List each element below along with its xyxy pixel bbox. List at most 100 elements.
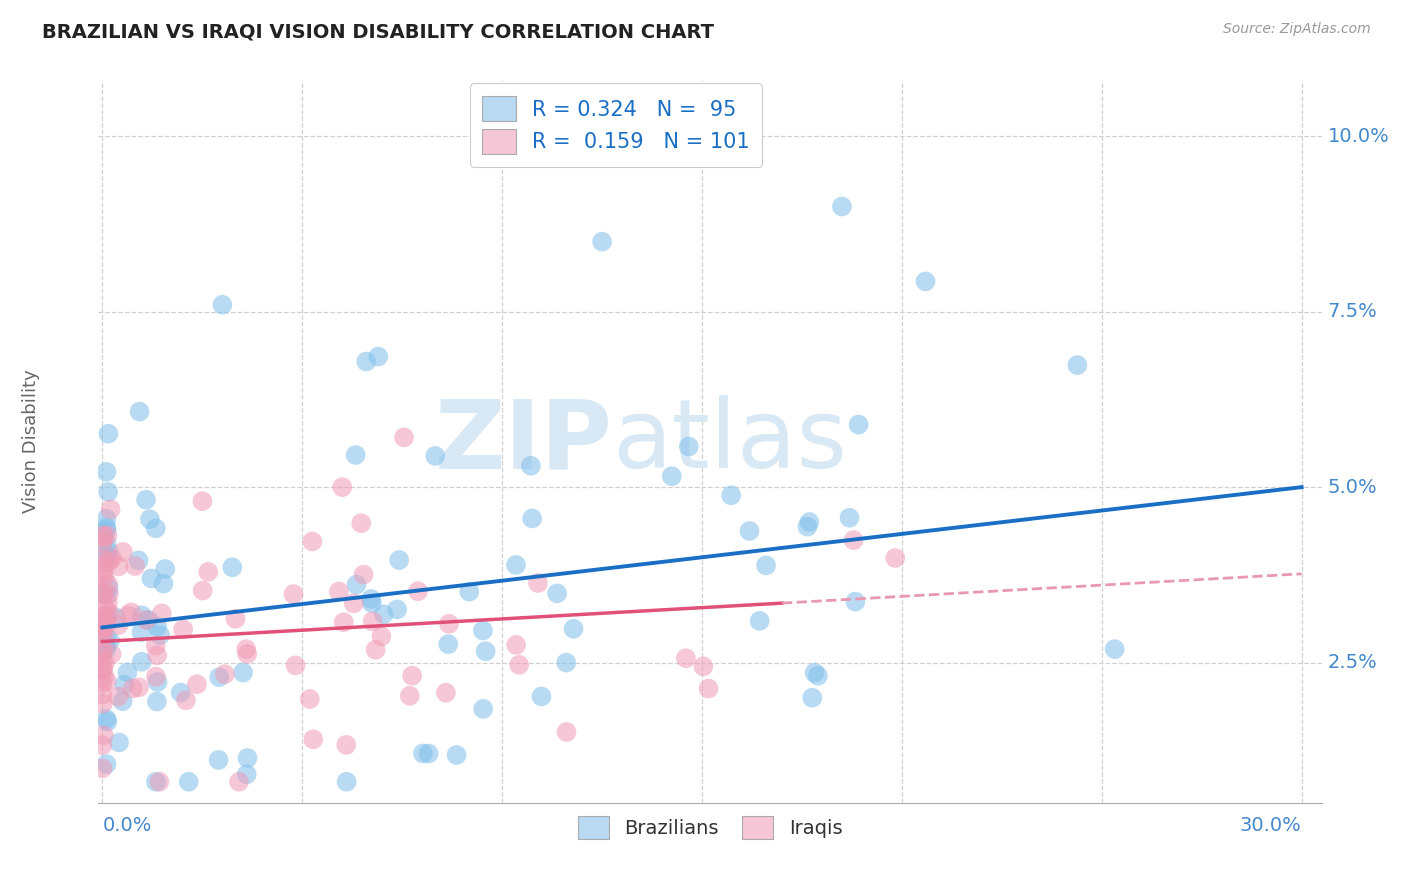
Point	[344, 448, 367, 462]
Point	[145, 670, 167, 684]
Point	[96, 556, 118, 570]
Point	[96, 520, 118, 534]
Point	[211, 298, 233, 312]
Point	[755, 558, 778, 573]
Point	[131, 655, 153, 669]
Point	[101, 551, 124, 566]
Point	[145, 521, 167, 535]
Point	[91, 528, 114, 542]
Point	[94, 615, 117, 630]
Point	[91, 688, 114, 702]
Point	[343, 596, 366, 610]
Point	[831, 200, 853, 214]
Point	[135, 492, 157, 507]
Point	[91, 677, 114, 691]
Point	[388, 553, 411, 567]
Point	[361, 596, 384, 610]
Legend: Brazilians, Iraqis: Brazilians, Iraqis	[569, 808, 851, 847]
Point	[328, 584, 350, 599]
Point	[107, 618, 129, 632]
Point	[591, 235, 613, 249]
Point	[96, 528, 118, 542]
Point	[174, 693, 197, 707]
Point	[353, 567, 375, 582]
Text: BRAZILIAN VS IRAQI VISION DISABILITY CORRELATION CHART: BRAZILIAN VS IRAQI VISION DISABILITY COR…	[42, 22, 714, 41]
Point	[139, 512, 162, 526]
Point	[93, 629, 115, 643]
Point	[807, 669, 830, 683]
Point	[401, 669, 423, 683]
Point	[124, 559, 146, 574]
Point	[214, 667, 236, 681]
Point	[236, 647, 259, 661]
Point	[107, 690, 129, 704]
Point	[91, 552, 114, 566]
Point	[298, 692, 321, 706]
Point	[135, 613, 157, 627]
Point	[98, 633, 121, 648]
Point	[191, 494, 214, 508]
Point	[177, 774, 200, 789]
Point	[91, 662, 114, 676]
Point	[96, 639, 118, 653]
Point	[96, 613, 118, 627]
Point	[418, 747, 440, 761]
Point	[520, 458, 543, 473]
Point	[425, 449, 447, 463]
Point	[91, 645, 114, 659]
Point	[884, 551, 907, 566]
Text: 10.0%: 10.0%	[1327, 127, 1389, 146]
Point	[675, 651, 697, 665]
Point	[284, 658, 307, 673]
Point	[228, 774, 250, 789]
Point	[96, 607, 118, 622]
Point	[283, 587, 305, 601]
Point	[546, 586, 568, 600]
Point	[91, 608, 114, 623]
Point	[128, 681, 150, 695]
Point	[221, 560, 243, 574]
Point	[91, 569, 114, 583]
Point	[186, 677, 208, 691]
Point	[91, 586, 114, 600]
Point	[93, 617, 115, 632]
Point	[94, 656, 117, 670]
Point	[91, 697, 114, 711]
Point	[398, 689, 420, 703]
Point	[803, 665, 825, 680]
Point	[146, 648, 169, 663]
Point	[117, 665, 139, 680]
Point	[530, 690, 553, 704]
Point	[796, 519, 818, 533]
Point	[91, 761, 114, 775]
Point	[146, 619, 169, 633]
Point	[131, 608, 153, 623]
Point	[96, 587, 118, 601]
Point	[207, 753, 229, 767]
Text: Source: ZipAtlas.com: Source: ZipAtlas.com	[1223, 22, 1371, 37]
Point	[93, 670, 115, 684]
Point	[145, 774, 167, 789]
Point	[1066, 358, 1088, 372]
Point	[197, 565, 219, 579]
Point	[661, 469, 683, 483]
Point	[446, 747, 468, 762]
Point	[91, 623, 114, 637]
Point	[96, 757, 118, 772]
Point	[437, 637, 460, 651]
Point	[844, 594, 866, 608]
Point	[392, 430, 415, 444]
Point	[96, 674, 118, 689]
Point	[738, 524, 761, 538]
Point	[108, 735, 131, 749]
Point	[354, 354, 377, 368]
Point	[335, 738, 357, 752]
Point	[801, 690, 824, 705]
Text: 30.0%: 30.0%	[1240, 816, 1302, 835]
Point	[121, 681, 143, 696]
Point	[799, 515, 821, 529]
Point	[93, 587, 115, 601]
Point	[91, 563, 114, 577]
Point	[97, 544, 120, 558]
Point	[117, 608, 139, 623]
